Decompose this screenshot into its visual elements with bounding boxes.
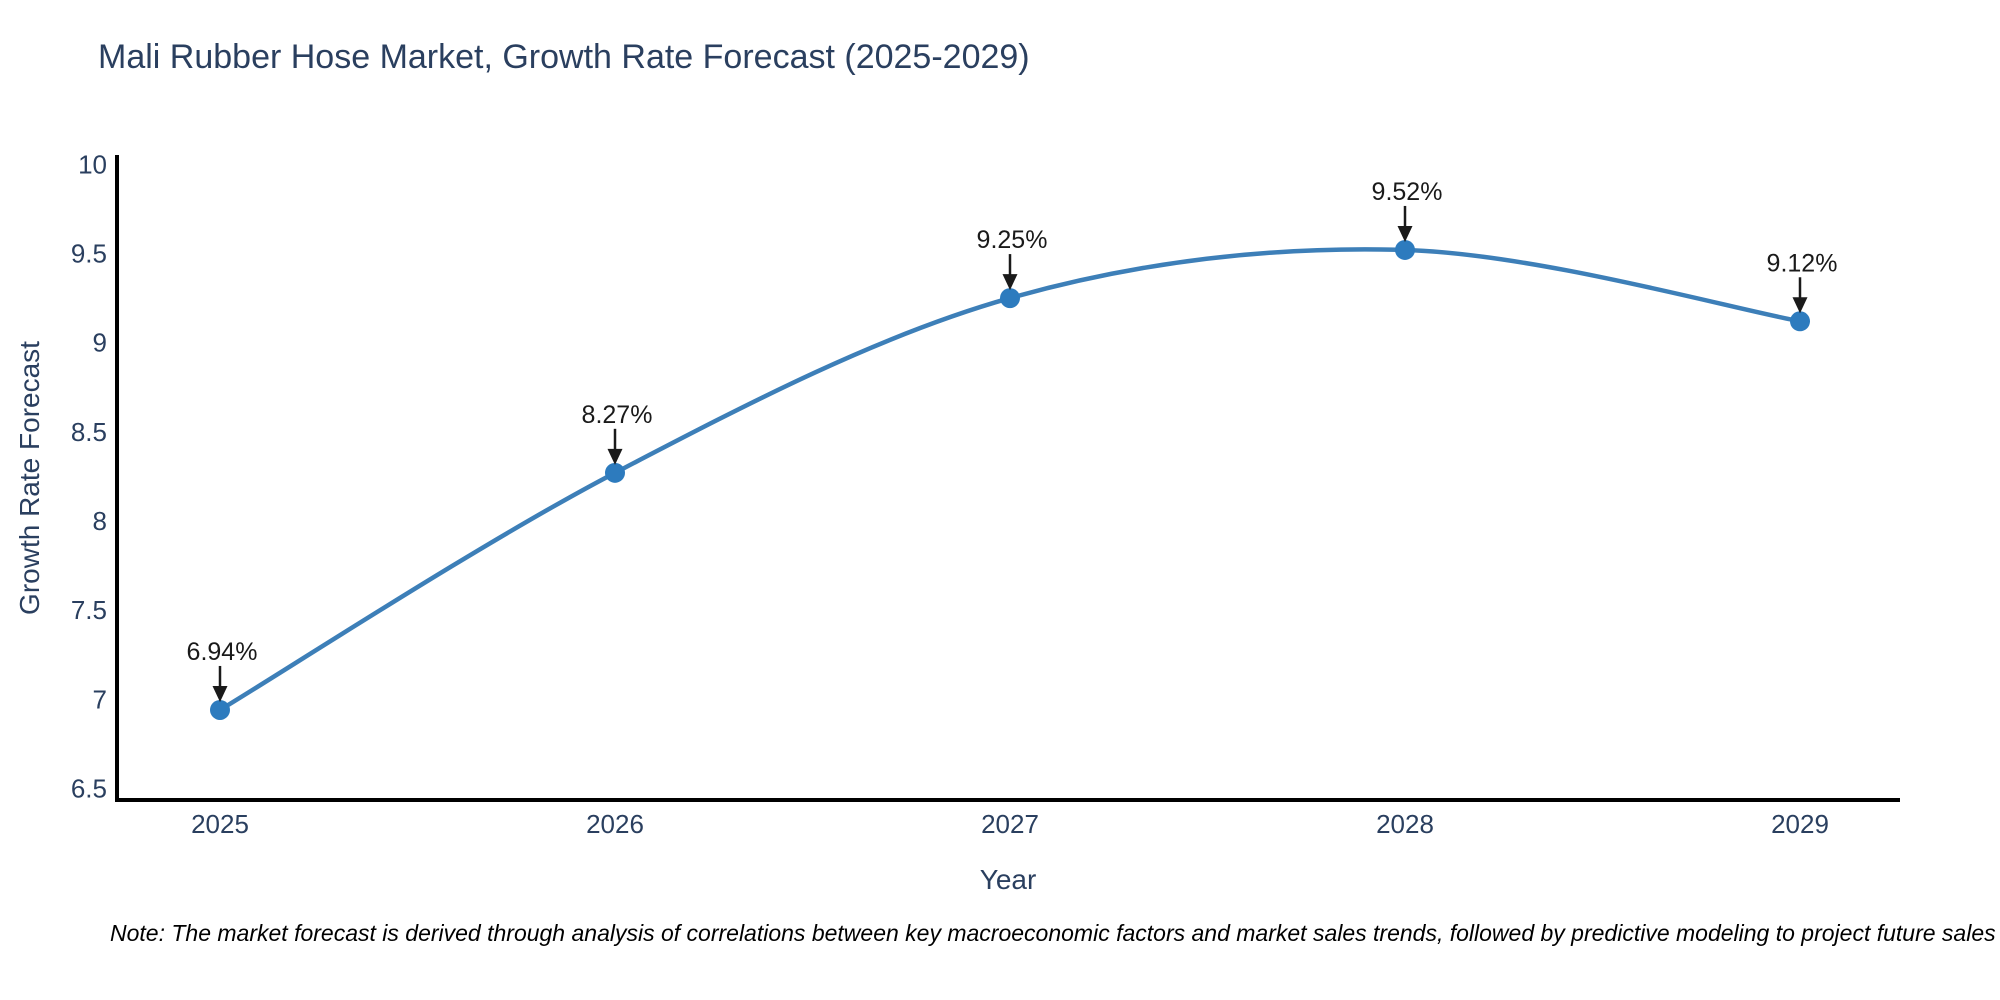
x-tick-label: 2025 xyxy=(191,809,249,839)
y-axis-title: Growth Rate Forecast xyxy=(14,341,45,615)
annotation-label: 9.52% xyxy=(1372,178,1443,206)
y-tick-label: 9.5 xyxy=(71,239,107,269)
x-tick-label: 2028 xyxy=(1376,809,1434,839)
annotation-arrow-head xyxy=(607,448,623,465)
data-point[interactable] xyxy=(210,699,230,720)
x-axis-title: Year xyxy=(979,864,1037,895)
y-tick-label: 10 xyxy=(78,149,107,179)
y-tick-label: 7 xyxy=(93,684,107,714)
annotation-arrow-head xyxy=(1792,297,1808,314)
annotation-arrow-head xyxy=(1002,274,1018,291)
y-tick-label: 8.5 xyxy=(71,417,107,447)
data-point[interactable] xyxy=(1395,239,1415,260)
y-tick-label: 8 xyxy=(93,506,107,536)
annotation-arrow-head xyxy=(1397,225,1413,242)
data-point[interactable] xyxy=(1000,288,1020,309)
x-tick-label: 2029 xyxy=(1771,809,1829,839)
annotation-arrow-head xyxy=(212,685,228,702)
footnote: Note: The market forecast is derived thr… xyxy=(110,920,1996,946)
y-tick-label: 9 xyxy=(93,328,107,358)
annotation-label: 8.27% xyxy=(582,401,653,429)
y-tick-label: 7.5 xyxy=(71,595,107,625)
x-tick-label: 2026 xyxy=(586,809,644,839)
chart-title: Mali Rubber Hose Market, Growth Rate For… xyxy=(98,38,1030,76)
annotation-label: 6.94% xyxy=(187,638,258,666)
annotation-label: 9.25% xyxy=(977,226,1048,254)
x-tick-label: 2027 xyxy=(981,809,1039,839)
series-line xyxy=(217,247,1803,713)
data-point[interactable] xyxy=(1790,311,1810,332)
y-tick-label: 6.5 xyxy=(71,773,107,803)
data-point[interactable] xyxy=(605,462,625,483)
annotation-label: 9.12% xyxy=(1767,249,1838,277)
